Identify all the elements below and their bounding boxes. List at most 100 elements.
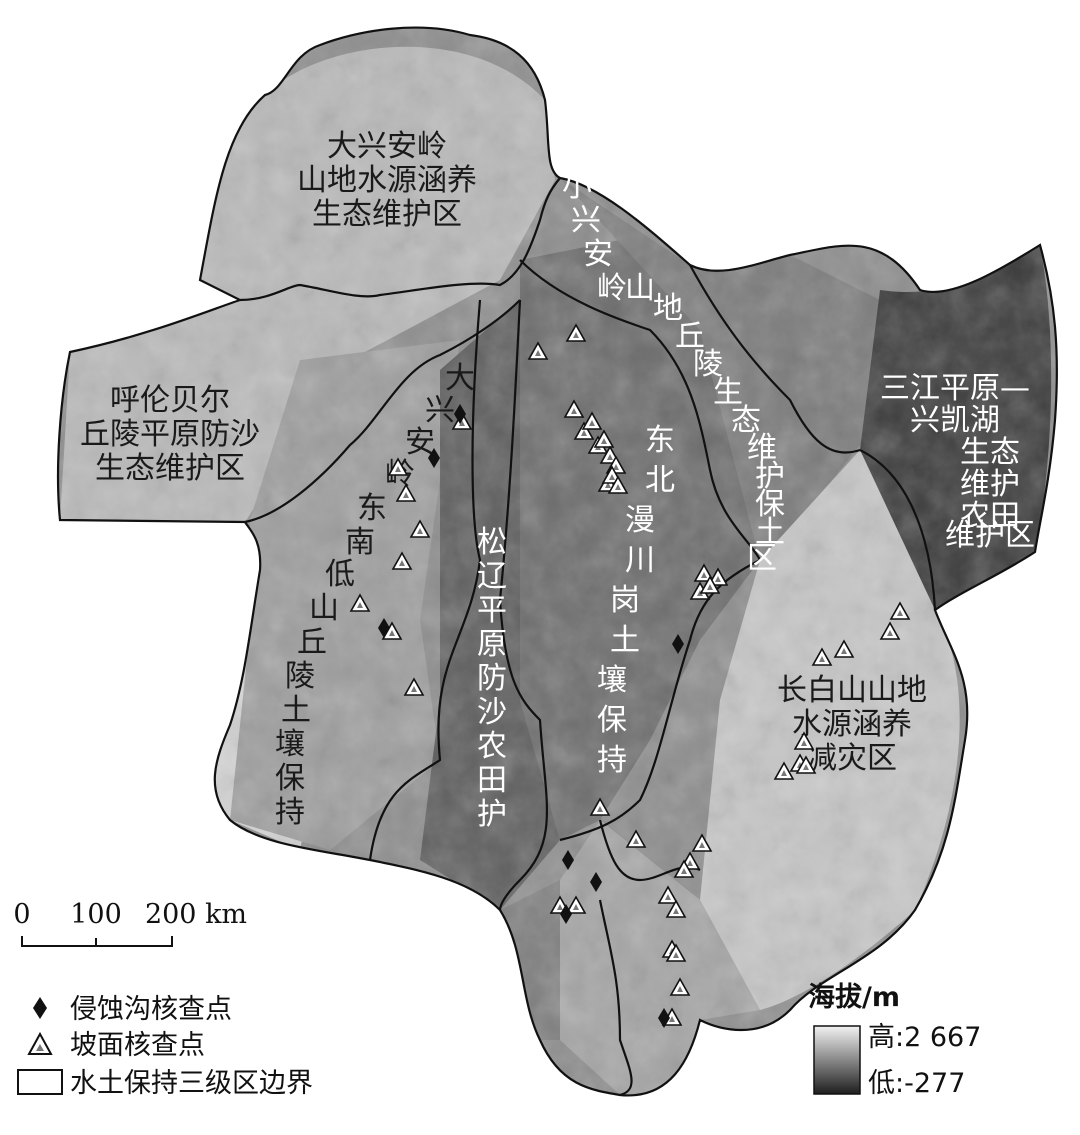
- region-label-changbaishan: 长白山山地 水源涵养 减灾区: [777, 673, 927, 776]
- svg-text:兴: 兴: [571, 203, 601, 238]
- scale-label-100: 100: [70, 899, 122, 930]
- elevation-gradient: [813, 1025, 861, 1095]
- triangle-icon: [573, 421, 595, 440]
- svg-text:东: 东: [645, 423, 675, 458]
- svg-text:大: 大: [445, 361, 475, 396]
- svg-text:土: 土: [755, 515, 785, 550]
- svg-text:山地水源涵养: 山地水源涵养: [297, 163, 477, 198]
- svg-text:平: 平: [477, 593, 507, 628]
- region-label-songliao: 松 辽 平 原 防 沙 农 田 防 护 区: [477, 525, 507, 832]
- legend: 侵蚀沟核查点 坡面核查点 水土保持三级区边界: [17, 994, 313, 1099]
- triangle-icon: [833, 639, 855, 658]
- svg-text:维: 维: [747, 431, 777, 466]
- svg-text:土: 土: [281, 693, 311, 728]
- triangle-icon: [349, 593, 371, 612]
- triangle-icon: [581, 411, 603, 430]
- svg-text:三江平原—: 三江平原—: [880, 371, 1030, 406]
- svg-text:小: 小: [562, 169, 592, 204]
- diamond-icon: [33, 997, 47, 1019]
- svg-text:减灾区: 减灾区: [807, 741, 897, 776]
- svg-text:松: 松: [477, 525, 507, 560]
- scale-label-0: 0: [13, 899, 30, 930]
- triangle-icon: [665, 899, 687, 918]
- svg-text:壤: 壤: [275, 727, 305, 762]
- triangle-icon: [403, 677, 425, 696]
- legend-slope-label: 坡面核查点: [70, 1030, 205, 1061]
- diamond-icon: [658, 1008, 670, 1028]
- triangle-icon: [607, 475, 629, 494]
- svg-text:山: 山: [625, 271, 655, 306]
- elevation-high: 高:2 667: [868, 1022, 981, 1053]
- svg-text:土: 土: [610, 623, 640, 658]
- svg-text:生态维护区: 生态维护区: [95, 451, 245, 486]
- scale-bar-line: [21, 936, 173, 947]
- triangle-icon: [527, 341, 549, 360]
- svg-text:壤: 壤: [597, 663, 627, 698]
- svg-text:生态维护区: 生态维护区: [312, 197, 462, 232]
- svg-text:呼伦贝尔: 呼伦贝尔: [110, 383, 230, 418]
- svg-text:长白山山地: 长白山山地: [777, 673, 927, 708]
- svg-text:持: 持: [597, 743, 627, 778]
- region-label-hulunbeier: 呼伦贝尔 丘陵平原防沙 生态维护区: [80, 383, 260, 486]
- triangle-icon: [691, 833, 713, 852]
- elevation-low: 低:-277: [868, 1068, 965, 1099]
- svg-text:东: 东: [357, 491, 387, 526]
- svg-text:陵: 陵: [693, 347, 723, 382]
- scale-bar: 0 100 200 km: [13, 899, 247, 947]
- svg-text:南: 南: [345, 525, 375, 560]
- region-label-dongbei: 东 北 漫 川 岗 土 壤 保 持 区: [597, 423, 675, 778]
- triangle-icon: [795, 755, 817, 774]
- diamond-icon: [560, 904, 572, 924]
- triangle-icon: [625, 829, 647, 848]
- svg-text:大兴安岭: 大兴安岭: [327, 129, 447, 164]
- svg-text:地: 地: [653, 291, 683, 326]
- svg-text:护: 护: [477, 797, 507, 832]
- svg-text:岭: 岭: [597, 271, 627, 306]
- svg-text:区: 区: [747, 541, 777, 576]
- diamond-icon: [428, 448, 440, 468]
- svg-text:保: 保: [755, 487, 785, 522]
- svg-text:漫: 漫: [625, 503, 655, 538]
- triangle-icon: [699, 575, 721, 594]
- triangle-icon: [673, 859, 695, 878]
- diamond-icon: [590, 872, 602, 892]
- triangle-icon: [387, 457, 409, 476]
- svg-text:态: 态: [731, 403, 761, 438]
- svg-text:保: 保: [275, 761, 305, 796]
- svg-text:丘: 丘: [297, 625, 327, 660]
- region-label-sanjiang: 三江平原— 兴凯湖 生态 维护 农田 维护区: [880, 371, 1035, 553]
- region-label-daxingan-dongnan: 大 兴 安 岭 东 南 低 山 丘 陵 土 壤 保 持 区: [275, 361, 475, 830]
- triangle-icon: [409, 519, 431, 538]
- svg-text:维护区: 维护区: [945, 518, 1035, 553]
- svg-text:北: 北: [645, 463, 675, 498]
- svg-text:防: 防: [477, 661, 507, 696]
- triangle-icon: [593, 429, 615, 448]
- triangle-icon: [563, 399, 585, 418]
- svg-text:保: 保: [597, 703, 627, 738]
- svg-text:生态: 生态: [960, 435, 1020, 470]
- triangle-icon: [879, 621, 901, 640]
- legend-gully-label: 侵蚀沟核查点: [70, 994, 232, 1025]
- svg-text:岗: 岗: [610, 583, 640, 618]
- triangle-icon: [565, 895, 587, 914]
- legend-boundary-label: 水土保持三级区边界: [70, 1068, 313, 1099]
- region-label-daxinganling: 大兴安岭 山地水源涵养 生态维护区: [297, 129, 477, 232]
- svg-text:丘: 丘: [675, 319, 705, 354]
- elevation-title: 海拔/m: [808, 982, 900, 1013]
- svg-text:兴凯湖: 兴凯湖: [910, 403, 1000, 438]
- svg-text:水源涵养: 水源涵养: [792, 707, 912, 742]
- gully-check-points: [378, 404, 684, 1028]
- svg-text:持: 持: [275, 795, 305, 830]
- diamond-icon: [672, 634, 684, 654]
- elevation-legend: 海拔/m 高:2 667 低:-277: [808, 982, 981, 1099]
- svg-text:农: 农: [477, 729, 507, 764]
- scale-label-200: 200 km: [145, 899, 247, 930]
- svg-text:原: 原: [477, 627, 507, 662]
- svg-text:陵: 陵: [285, 659, 315, 694]
- svg-text:丘陵平原防沙: 丘陵平原防沙: [80, 417, 260, 452]
- svg-text:兴: 兴: [425, 393, 455, 428]
- svg-text:田: 田: [477, 763, 507, 798]
- region-label-xiaoxinganling: 小 兴 安 岭 山 地 丘 陵 生 态 维 护 保 土 区: [562, 169, 785, 576]
